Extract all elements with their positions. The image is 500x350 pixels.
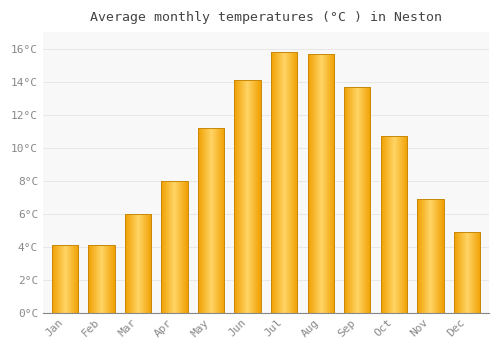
Bar	[454, 232, 480, 313]
Bar	[52, 245, 78, 313]
Bar	[198, 128, 224, 313]
Bar	[88, 245, 115, 313]
Bar	[271, 52, 297, 313]
Bar	[417, 199, 444, 313]
Bar	[308, 54, 334, 313]
Bar	[234, 80, 261, 313]
Bar	[125, 214, 151, 313]
Bar	[380, 136, 407, 313]
Bar	[162, 181, 188, 313]
Title: Average monthly temperatures (°C ) in Neston: Average monthly temperatures (°C ) in Ne…	[90, 11, 442, 24]
Bar	[344, 87, 370, 313]
